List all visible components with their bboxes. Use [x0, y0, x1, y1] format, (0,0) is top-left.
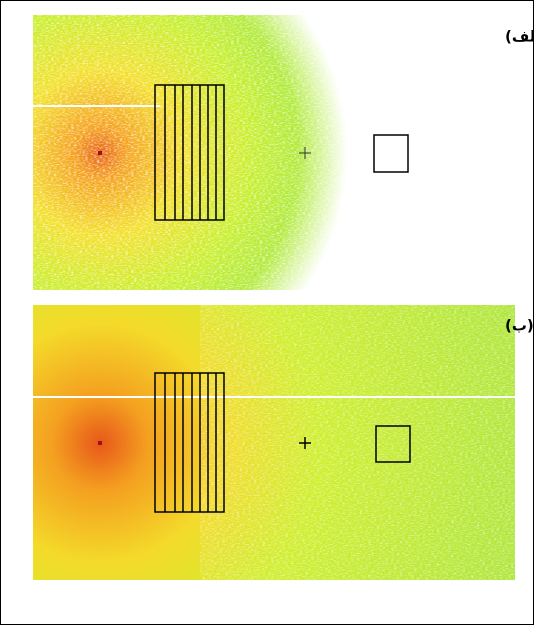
panel-b: (ب) — [33, 305, 534, 580]
panel-label: (الف) — [505, 28, 534, 46]
figure: (الف) (ب) — [0, 0, 534, 625]
source — [98, 151, 102, 155]
source — [98, 441, 102, 445]
panel-label: (ب) — [505, 317, 534, 335]
speckle — [200, 305, 515, 580]
speckle — [33, 15, 515, 290]
panel-a: (الف) — [33, 15, 534, 290]
